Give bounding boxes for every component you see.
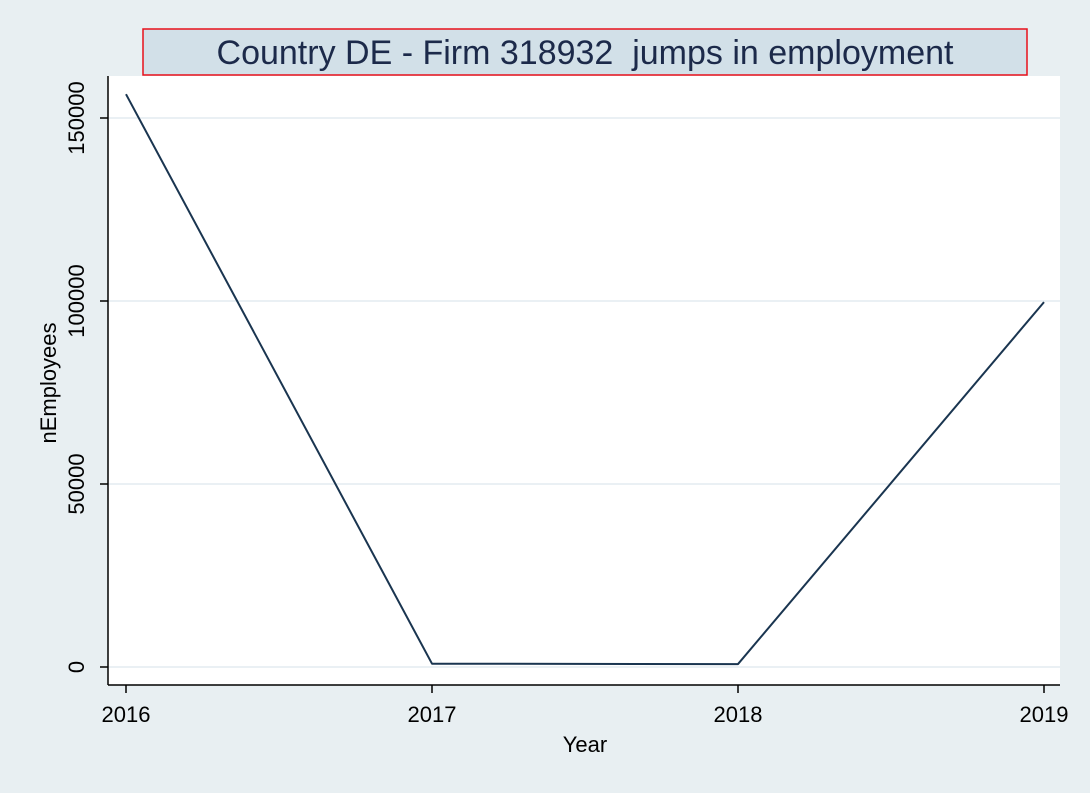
gridlines: [108, 117, 1060, 668]
chart-title: Country DE - Firm 318932 jumps in employ…: [217, 34, 954, 72]
x-axis-title: Year: [563, 732, 607, 757]
plot-area: [108, 76, 1060, 685]
x-tick-label: 2019: [1020, 702, 1069, 727]
y-axis-title: nEmployees: [36, 322, 61, 443]
title-box: [142, 28, 1028, 76]
x-tick-label: 2017: [408, 702, 457, 727]
y-tick-label: 150000: [64, 81, 89, 154]
x-tick-label: 2016: [102, 702, 151, 727]
y-tick-label: 100000: [64, 264, 89, 337]
x-tick-label: 2018: [714, 702, 763, 727]
series-line-0: [125, 93, 1045, 666]
y-axis-ticks: 0 50000 100000 150000: [64, 81, 108, 673]
y-tick-label: 0: [64, 661, 89, 673]
x-axis-ticks: 2016 2017 2018 2019: [102, 685, 1069, 727]
series-lines: [125, 93, 1045, 666]
y-tick-label: 50000: [64, 453, 89, 514]
